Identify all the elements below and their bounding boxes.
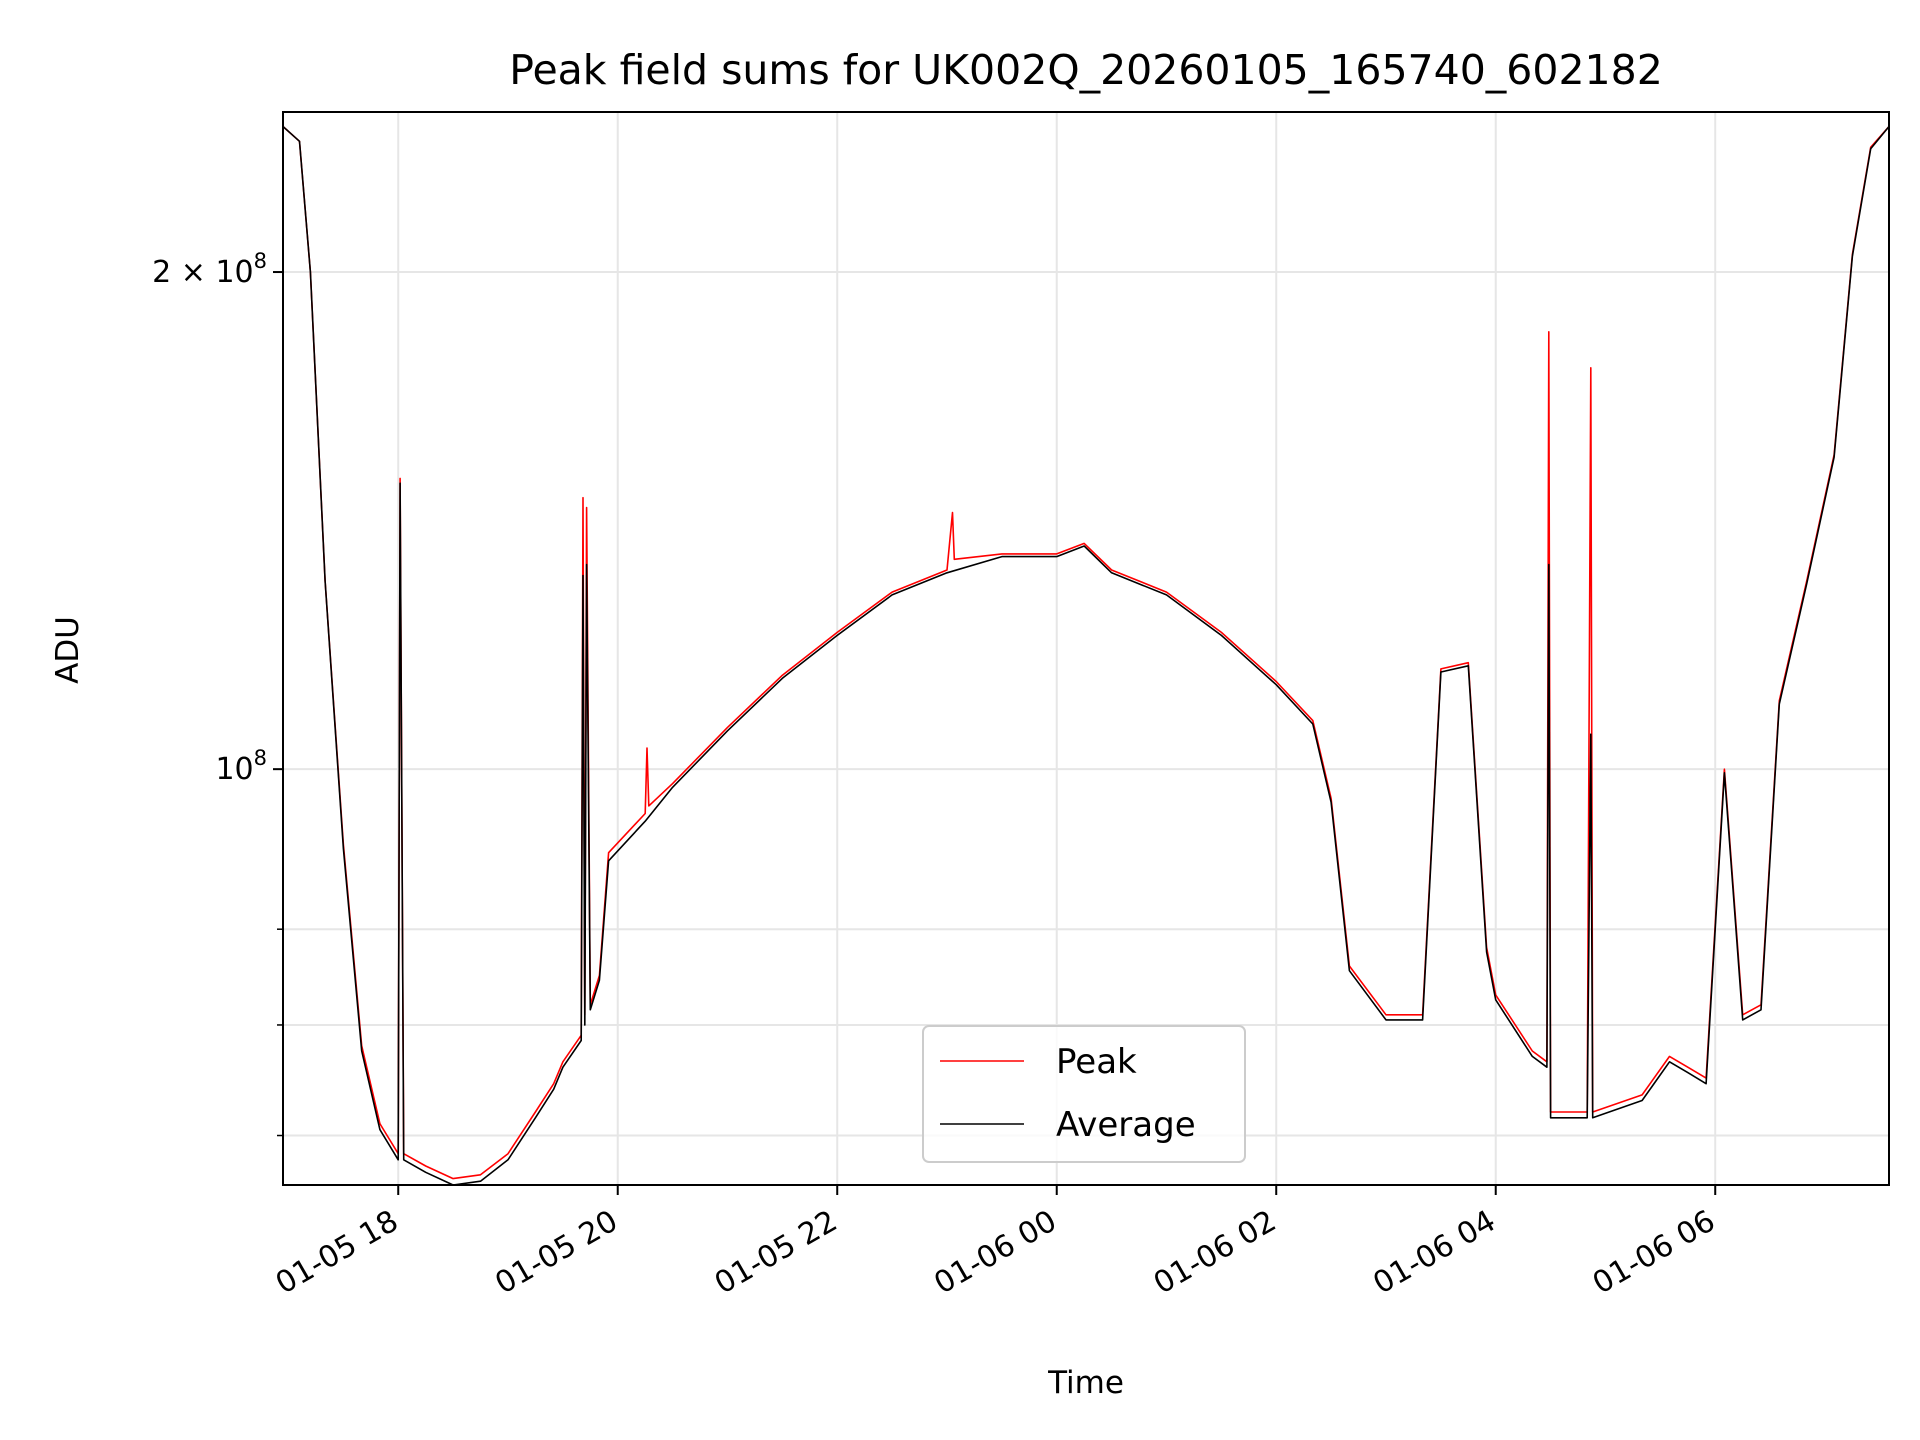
y-tick-label-base: 10 (215, 255, 253, 290)
y-axis-label: ADU (50, 616, 86, 684)
chart-title: Peak field sums for UK002Q_20260105_1657… (509, 46, 1663, 94)
grid (283, 112, 1889, 1185)
y-tick-label-base: 10 (215, 752, 253, 787)
series-line-peak (282, 125, 1890, 1180)
y-tick-label-exponent: 8 (254, 249, 267, 273)
y-tick-label: 2 × 108 (152, 249, 267, 290)
x-axis-label: Time (1047, 1365, 1124, 1401)
legend-peak-label: Peak (1056, 1042, 1137, 1082)
legend: Peak Average (922, 1025, 1246, 1163)
y-tick-label: 108 (215, 746, 267, 787)
y-tick-label-coef: 2 × (152, 255, 215, 290)
legend-average-label: Average (1056, 1105, 1196, 1145)
plot-frame (282, 111, 1890, 1186)
y-tick-label-exponent: 8 (254, 746, 267, 770)
legend-box (922, 1025, 1246, 1163)
